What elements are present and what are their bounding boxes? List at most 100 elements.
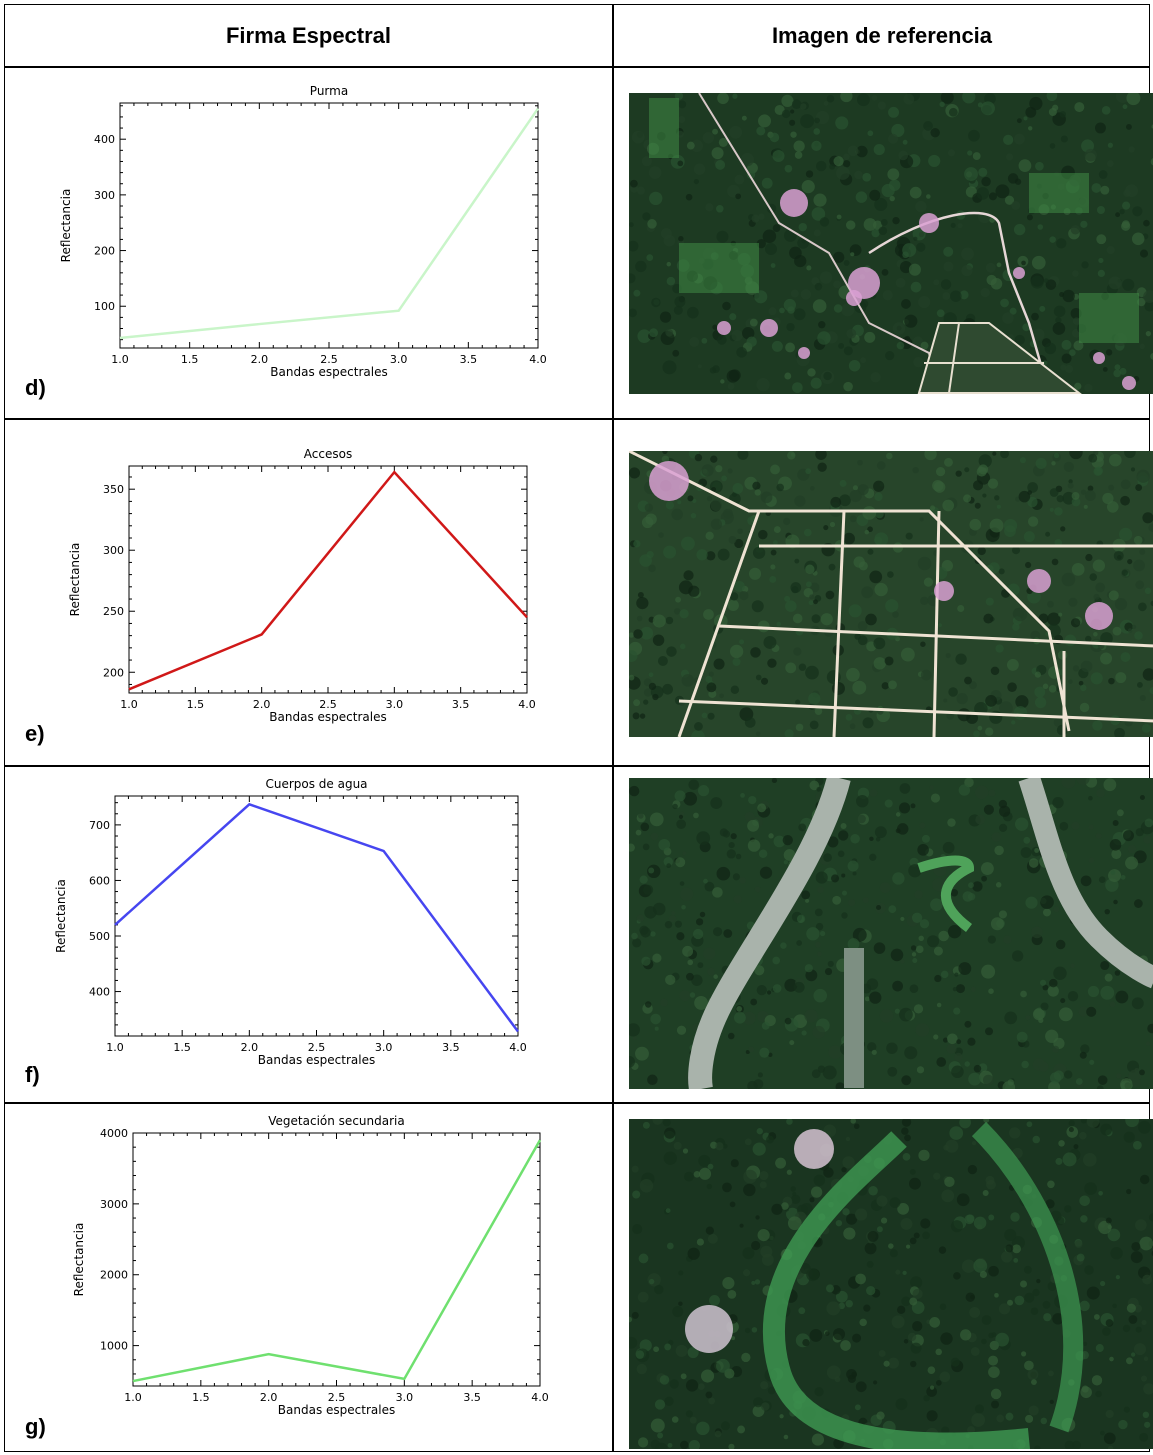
canopy-patch bbox=[711, 487, 717, 492]
canopy-patch bbox=[792, 1191, 797, 1196]
canopy-patch bbox=[697, 364, 702, 369]
canopy-patch bbox=[696, 1238, 704, 1246]
canopy-patch bbox=[1018, 159, 1032, 173]
canopy-patch bbox=[652, 1119, 663, 1125]
canopy-patch bbox=[867, 548, 874, 555]
canopy-patch bbox=[1060, 135, 1068, 143]
canopy-patch bbox=[985, 694, 997, 707]
canopy-patch bbox=[638, 1437, 649, 1448]
canopy-patch bbox=[722, 1182, 732, 1193]
canopy-patch bbox=[873, 1380, 878, 1385]
canopy-patch bbox=[992, 451, 997, 456]
canopy-patch bbox=[1098, 257, 1104, 264]
canopy-patch bbox=[655, 1442, 668, 1449]
canopy-patch bbox=[674, 920, 682, 928]
canopy-patch bbox=[819, 271, 833, 284]
canopy-patch bbox=[968, 681, 977, 690]
canopy-patch bbox=[940, 93, 954, 104]
canopy-patch bbox=[912, 1321, 923, 1332]
canopy-patch bbox=[667, 1442, 673, 1448]
canopy-patch bbox=[942, 499, 955, 512]
canopy-patch bbox=[965, 1292, 976, 1302]
canopy-patch bbox=[978, 454, 992, 468]
canopy-patch bbox=[994, 1293, 999, 1298]
canopy-patch bbox=[1060, 364, 1067, 371]
canopy-patch bbox=[650, 1418, 665, 1433]
canopy-patch bbox=[1139, 343, 1145, 350]
canopy-patch bbox=[701, 1369, 715, 1383]
canopy-patch bbox=[1116, 809, 1124, 817]
canopy-patch bbox=[689, 336, 700, 347]
canopy-patch bbox=[1009, 1127, 1021, 1139]
canopy-patch bbox=[855, 1381, 867, 1393]
canopy-patch bbox=[664, 1343, 672, 1351]
canopy-patch bbox=[843, 346, 853, 356]
canopy-patch bbox=[887, 133, 899, 144]
canopy-patch bbox=[1123, 1131, 1135, 1143]
canopy-patch bbox=[864, 529, 870, 535]
panel-label-g: g) bbox=[25, 1414, 46, 1439]
canopy-patch bbox=[857, 93, 870, 107]
y-axis-label: Reflectancia bbox=[68, 543, 82, 617]
canopy-patch bbox=[1028, 839, 1037, 848]
canopy-patch bbox=[888, 1243, 894, 1249]
canopy-patch bbox=[983, 804, 994, 815]
canopy-patch bbox=[912, 336, 924, 347]
canopy-patch bbox=[885, 599, 899, 613]
x-axis-label: Bandas espectrales bbox=[270, 365, 387, 379]
canopy-patch bbox=[703, 609, 714, 620]
canopy-patch bbox=[693, 812, 699, 819]
canopy-patch bbox=[948, 107, 958, 117]
header-firma-espectral: Firma Espectral bbox=[225, 23, 392, 48]
canopy-patch bbox=[1023, 1265, 1032, 1274]
canopy-patch bbox=[952, 986, 957, 992]
canopy-patch bbox=[854, 1208, 868, 1221]
canopy-patch bbox=[828, 1045, 842, 1059]
canopy-patch bbox=[712, 887, 723, 898]
canopy-patch bbox=[766, 1135, 774, 1144]
canopy-patch bbox=[780, 942, 787, 949]
canopy-patch bbox=[1060, 998, 1066, 1004]
canopy-patch bbox=[943, 246, 954, 257]
canopy-patch bbox=[1082, 1152, 1097, 1167]
x-tick-label: 2.0 bbox=[260, 1391, 278, 1404]
canopy-patch bbox=[709, 1295, 720, 1306]
canopy-patch bbox=[991, 1400, 1000, 1409]
canopy-patch bbox=[669, 1379, 679, 1389]
canopy-patch bbox=[636, 596, 649, 610]
canopy-patch bbox=[1003, 134, 1014, 145]
canopy-patch bbox=[1055, 1157, 1063, 1165]
canopy-patch bbox=[873, 942, 886, 954]
canopy-patch bbox=[781, 1202, 789, 1210]
canopy-patch bbox=[824, 967, 833, 976]
canopy-patch bbox=[826, 1284, 835, 1293]
canopy-patch bbox=[908, 263, 921, 276]
x-tick-label: 2.0 bbox=[241, 1041, 259, 1054]
canopy-patch bbox=[783, 849, 796, 861]
canopy-patch bbox=[1074, 382, 1082, 390]
canopy-patch bbox=[638, 813, 644, 819]
canopy-patch bbox=[910, 1360, 917, 1368]
canopy-patch bbox=[685, 193, 693, 201]
canopy-patch bbox=[874, 197, 888, 211]
canopy-patch bbox=[1143, 1356, 1149, 1362]
canopy-patch bbox=[852, 778, 859, 782]
canopy-patch bbox=[814, 1387, 824, 1397]
canopy-patch bbox=[835, 1082, 845, 1089]
canopy-patch bbox=[704, 881, 715, 892]
canopy-patch bbox=[1096, 234, 1107, 245]
canopy-patch bbox=[1093, 1314, 1100, 1320]
canopy-patch bbox=[686, 141, 695, 150]
canopy-patch bbox=[1070, 307, 1082, 319]
canopy-patch bbox=[1058, 1007, 1073, 1022]
canopy-patch bbox=[741, 1352, 751, 1363]
y-tick-label: 700 bbox=[89, 819, 110, 832]
canopy-patch bbox=[1053, 717, 1064, 728]
clearing bbox=[1013, 267, 1025, 279]
canopy-patch bbox=[737, 528, 743, 535]
canopy-patch bbox=[832, 895, 842, 905]
canopy-patch bbox=[1044, 342, 1057, 355]
canopy-patch bbox=[662, 360, 677, 375]
canopy-patch bbox=[783, 229, 797, 242]
canopy-patch bbox=[786, 1169, 792, 1175]
